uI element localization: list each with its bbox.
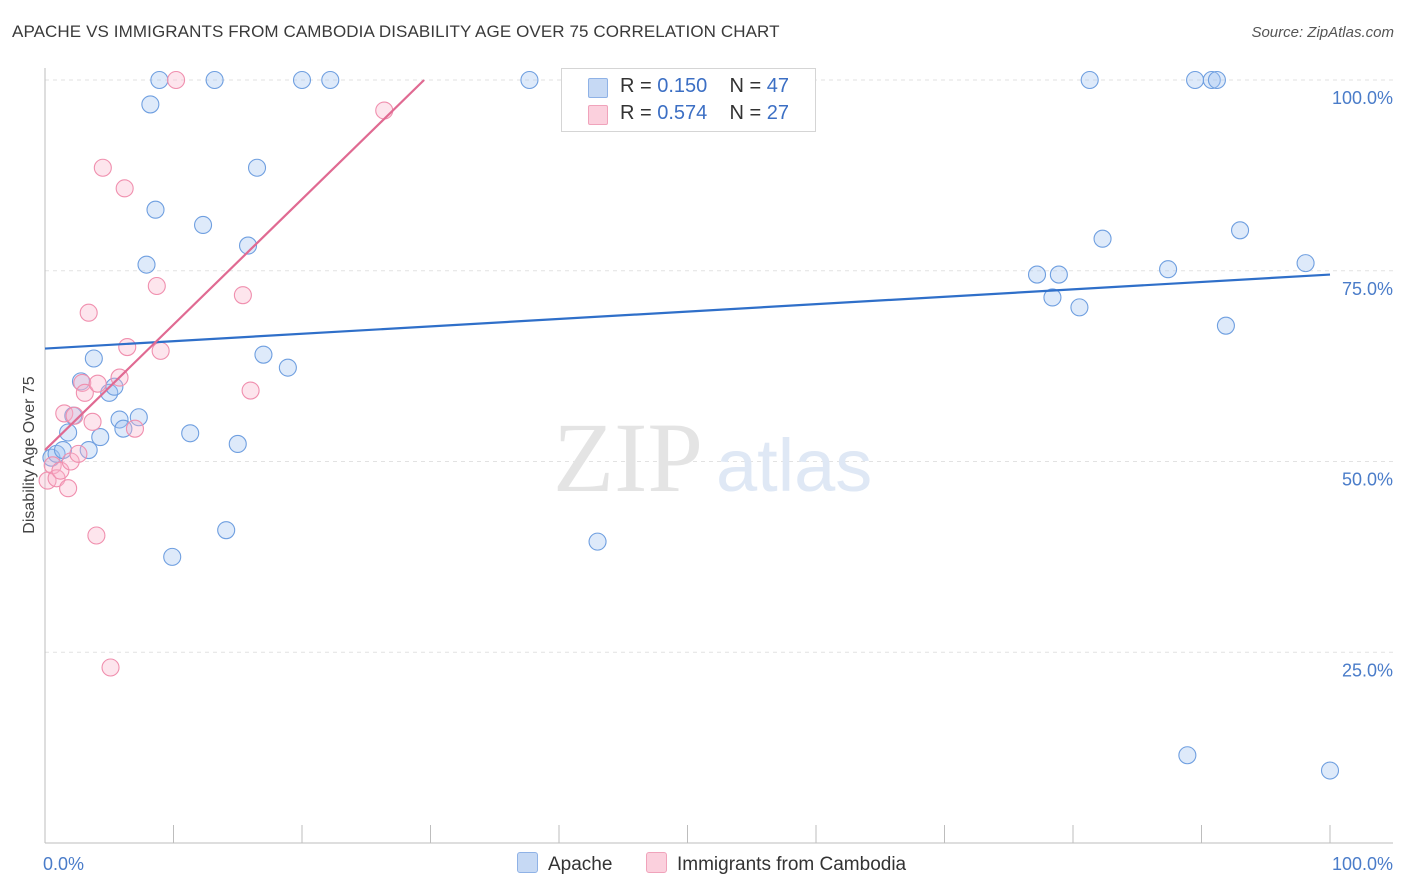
cambodia-point bbox=[87, 526, 106, 545]
apache-point bbox=[588, 532, 607, 551]
cambodia-point bbox=[147, 276, 166, 296]
apache-point bbox=[1159, 260, 1178, 279]
grid-lines bbox=[45, 79, 1393, 653]
x-tick-label: 0.0% bbox=[43, 854, 84, 874]
apache-point bbox=[129, 408, 148, 427]
cambodia-point bbox=[101, 658, 120, 677]
x-tick-labels: 0.0% 100.0% bbox=[43, 854, 1393, 874]
cambodia-trend-line bbox=[44, 79, 425, 451]
apache-point bbox=[141, 95, 160, 114]
y-tick-label: 25.0% bbox=[1342, 660, 1393, 680]
cambodia-point bbox=[167, 70, 186, 90]
source-credit: Source: ZipAtlas.com bbox=[1251, 24, 1394, 41]
apache-point bbox=[278, 358, 297, 377]
apache-point bbox=[1080, 70, 1099, 90]
cambodia-point bbox=[61, 452, 80, 471]
apache-legend-label: Apache bbox=[548, 854, 613, 875]
apache-point bbox=[1231, 221, 1250, 240]
apache-point bbox=[1049, 265, 1068, 284]
apache-point bbox=[137, 255, 156, 274]
apache-point bbox=[205, 70, 224, 90]
legend-r-label: R = bbox=[620, 102, 658, 124]
apache-point bbox=[1027, 265, 1047, 284]
cambodia-point bbox=[151, 341, 170, 360]
apache-point bbox=[1216, 316, 1235, 335]
apache-point bbox=[254, 345, 273, 364]
apache-point bbox=[1070, 298, 1089, 317]
y-tick-label: 75.0% bbox=[1342, 279, 1393, 299]
legend-n-value: 47 bbox=[766, 75, 790, 97]
legend-r-label: R = bbox=[620, 75, 658, 97]
cambodia-point bbox=[88, 374, 107, 393]
apache-point bbox=[228, 434, 247, 454]
apache-point bbox=[1202, 70, 1221, 90]
watermark: ZIP atlas bbox=[553, 402, 872, 513]
cambodia-point bbox=[115, 179, 134, 198]
apache-point bbox=[238, 236, 258, 255]
cambodia-point bbox=[59, 479, 78, 498]
cambodia-swatch bbox=[588, 105, 608, 125]
watermark-atlas: atlas bbox=[716, 424, 872, 507]
apache-point bbox=[1043, 288, 1062, 307]
y-tick-label: 100.0% bbox=[1332, 88, 1393, 108]
legend-r-value: 0.574 bbox=[657, 102, 708, 124]
apache-point bbox=[194, 215, 213, 235]
cambodia-point bbox=[65, 406, 84, 425]
apache-point bbox=[520, 70, 539, 90]
cambodia-point bbox=[51, 461, 70, 480]
apache-point bbox=[163, 547, 182, 566]
cambodia-point bbox=[125, 419, 144, 438]
chart-title: APACHE VS IMMIGRANTS FROM CAMBODIA DISAB… bbox=[12, 22, 780, 41]
legend-n-value: 27 bbox=[766, 102, 790, 124]
stats-legend: R = 0.150 N = 47 R = 0.574 N = 27 bbox=[561, 68, 816, 132]
watermark-zip: ZIP bbox=[553, 402, 703, 513]
apache-point bbox=[110, 410, 129, 429]
cambodia-point bbox=[118, 337, 137, 357]
legend-n-label: N = bbox=[729, 75, 767, 97]
cambodia-point bbox=[83, 412, 102, 431]
cambodia-point bbox=[93, 158, 112, 177]
cambodia-point bbox=[375, 101, 394, 120]
y-axis-label: Disability Age Over 75 bbox=[21, 376, 38, 534]
axes bbox=[44, 68, 1393, 844]
apache-point bbox=[292, 70, 312, 90]
legend-item-cambodia: Immigrants from Cambodia bbox=[646, 852, 906, 876]
apache-point bbox=[150, 70, 169, 90]
apache-point bbox=[79, 441, 98, 460]
legend-r-value: 0.150 bbox=[657, 75, 708, 97]
apache-swatch bbox=[588, 78, 608, 98]
cambodia-point bbox=[79, 303, 98, 322]
trend-lines bbox=[44, 79, 1331, 451]
apache-point bbox=[1320, 761, 1340, 780]
data-points bbox=[38, 70, 1340, 780]
apache-point bbox=[84, 349, 103, 368]
y-tick-label: 50.0% bbox=[1342, 470, 1393, 490]
apache-point bbox=[1296, 254, 1315, 273]
apache-point bbox=[91, 428, 110, 447]
cambodia-point bbox=[75, 383, 94, 402]
apache-point bbox=[247, 158, 267, 177]
apache-point bbox=[181, 424, 200, 443]
cambodia-point bbox=[233, 286, 252, 305]
apache-trend-line bbox=[44, 273, 1331, 350]
apache-point bbox=[321, 70, 340, 90]
x-tick-label: 100.0% bbox=[1332, 854, 1393, 874]
apache-legend-swatch bbox=[517, 852, 538, 873]
y-tick-labels: 25.0% 50.0% 75.0% 100.0% bbox=[1332, 88, 1393, 680]
cambodia-point bbox=[241, 381, 260, 400]
cambodia-point bbox=[69, 444, 88, 463]
legend-n-label: N = bbox=[729, 102, 767, 124]
cambodia-legend-swatch bbox=[646, 852, 667, 873]
apache-point bbox=[217, 521, 236, 540]
apache-point bbox=[1207, 70, 1226, 90]
apache-point bbox=[1186, 70, 1205, 90]
apache-point bbox=[59, 423, 78, 442]
legend-item-apache: Apache bbox=[517, 852, 612, 876]
apache-point bbox=[1178, 746, 1197, 765]
apache-point bbox=[146, 200, 165, 219]
apache-point bbox=[1093, 229, 1112, 248]
cambodia-legend-label: Immigrants from Cambodia bbox=[677, 854, 907, 875]
